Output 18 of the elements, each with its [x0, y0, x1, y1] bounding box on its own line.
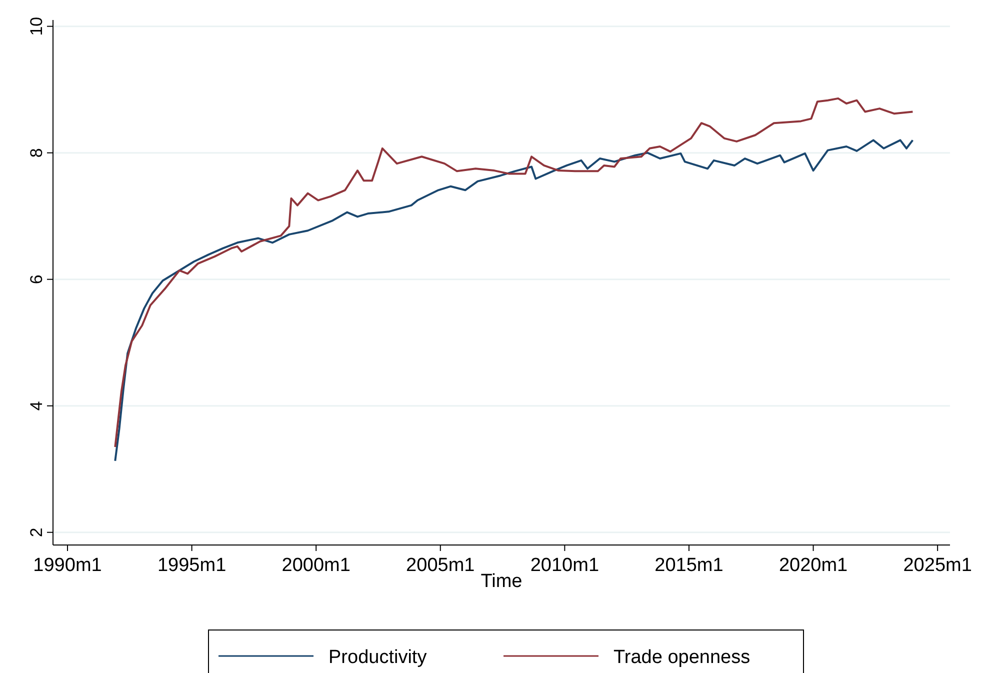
y-tick-label: 6 — [27, 274, 46, 284]
x-tick-label: 2020m1 — [778, 555, 848, 576]
x-tick-label: 1995m1 — [157, 555, 226, 576]
x-tick-label: 2025m1 — [903, 555, 972, 576]
y-tick-label: 2 — [27, 528, 46, 538]
line-series — [114, 139, 914, 462]
x-tick-label: 2015m1 — [654, 555, 724, 576]
legend-label: Trade openness — [614, 647, 750, 668]
legend-label: Productivity — [328, 647, 428, 668]
y-tick-label: 10 — [27, 16, 46, 36]
x-tick-label: 1990m1 — [33, 555, 102, 576]
x-tick-label: 2010m1 — [530, 555, 600, 576]
x-axis-title: Time — [480, 571, 522, 592]
line-series — [114, 97, 914, 448]
x-tick-label: 2000m1 — [282, 555, 350, 576]
y-tick-label: 8 — [27, 148, 46, 158]
x-tick-label: 2005m1 — [406, 555, 475, 576]
y-tick-label: 4 — [27, 401, 46, 411]
